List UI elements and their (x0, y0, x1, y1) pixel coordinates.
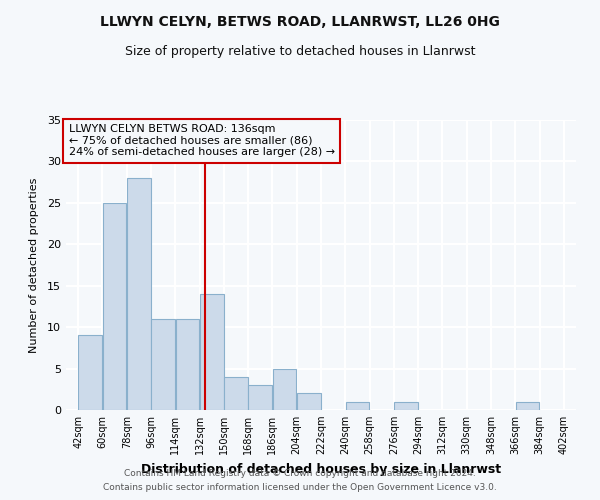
Bar (103, 203, 127, 410)
Text: Size of property relative to detached houses in Llanrwst: Size of property relative to detached ho… (125, 45, 475, 58)
Bar (176, 319, 199, 410)
Bar (346, 402, 370, 410)
Text: LLWYN CELYN BETWS ROAD: 136sqm
← 75% of detached houses are smaller (86)
24% of : LLWYN CELYN BETWS ROAD: 136sqm ← 75% of … (68, 124, 335, 158)
Text: Contains HM Land Registry data © Crown copyright and database right 2024.: Contains HM Land Registry data © Crown c… (124, 468, 476, 477)
Bar (515, 402, 539, 410)
Bar (127, 178, 151, 410)
Text: LLWYN CELYN, BETWS ROAD, LLANRWST, LL26 0HG: LLWYN CELYN, BETWS ROAD, LLANRWST, LL26 … (100, 15, 500, 29)
X-axis label: Distribution of detached houses by size in Llanrwst: Distribution of detached houses by size … (141, 462, 501, 475)
Bar (224, 377, 248, 410)
Bar (79, 336, 102, 410)
Y-axis label: Number of detached properties: Number of detached properties (29, 178, 38, 352)
Bar (272, 368, 296, 410)
Bar (200, 294, 224, 410)
Text: Contains public sector information licensed under the Open Government Licence v3: Contains public sector information licen… (103, 484, 497, 492)
Bar (248, 385, 272, 410)
Bar (151, 319, 175, 410)
Bar (297, 394, 321, 410)
Bar (394, 402, 418, 410)
